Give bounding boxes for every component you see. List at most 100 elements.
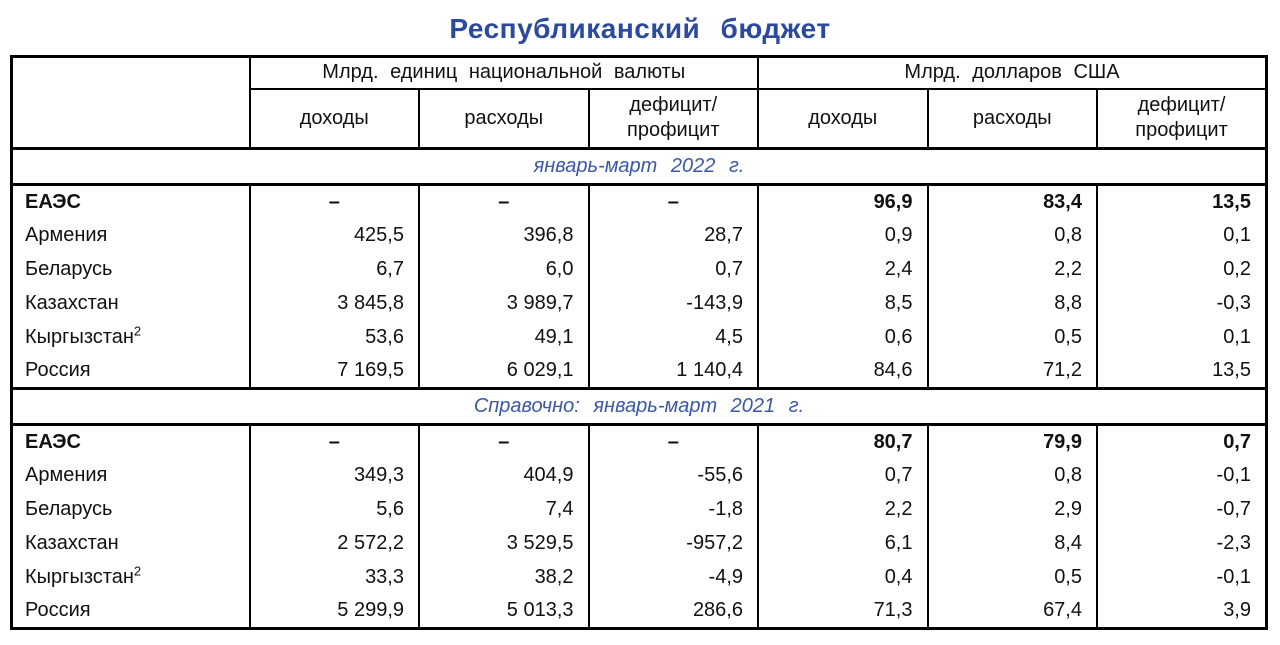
column-header-revenues-usd: доходы bbox=[757, 88, 929, 149]
value-cell: 71,2 bbox=[926, 354, 1098, 389]
value-cell: -0,1 bbox=[1096, 560, 1268, 595]
value-cell: 80,7 bbox=[757, 424, 929, 459]
group-header-national-currency: Млрд. единиц национальной валюты bbox=[248, 56, 759, 90]
value-cell: 28,7 bbox=[587, 218, 759, 253]
value-cell: -957,2 bbox=[587, 526, 759, 561]
value-cell: 2,9 bbox=[926, 492, 1098, 527]
value-cell: 4,5 bbox=[587, 320, 759, 355]
section-caption: январь-март 2022 г. bbox=[11, 147, 1267, 186]
value-cell: 33,3 bbox=[248, 560, 420, 595]
country-cell: Россия bbox=[10, 594, 251, 629]
value-cell: -55,6 bbox=[587, 458, 759, 493]
table-body: январь-март 2022 г. ЕАЭС – – –96,9 83,4 13,5 Ар… bbox=[10, 147, 1268, 629]
value-cell: -143,9 bbox=[587, 286, 759, 321]
country-cell: Кыргызстан2 bbox=[10, 320, 251, 355]
table-row: Армения 425,5 396,8 28,7 0,9 0,8 0,1 bbox=[10, 218, 1268, 253]
table-row: Армения 349,3 404,9 -55,6 0,7 0,8 -0,1 bbox=[10, 458, 1268, 493]
value-cell: 0,7 bbox=[587, 252, 759, 287]
table-row: ЕАЭС – – –80,7 79,9 0,7 bbox=[10, 424, 1268, 459]
country-cell: Россия bbox=[10, 354, 251, 389]
country-cell: Армения bbox=[10, 218, 251, 253]
value-cell: 13,5 bbox=[1096, 354, 1268, 389]
value-cell: 0,5 bbox=[926, 560, 1098, 595]
table-row: Россия 5 299,9 5 013,3 286,6 71,3 67,4 3,9 bbox=[10, 594, 1268, 629]
value-cell: 8,8 bbox=[926, 286, 1098, 321]
value-cell: 79,9 bbox=[926, 424, 1098, 459]
value-cell: 38,2 bbox=[418, 560, 590, 595]
value-cell: 5 299,9 bbox=[248, 594, 420, 629]
value-cell: 83,4 bbox=[926, 184, 1098, 219]
table-row: ЕАЭС – – –96,9 83,4 13,5 bbox=[10, 184, 1268, 219]
corner-cell bbox=[10, 56, 251, 149]
table-header: Млрд. единиц национальной валюты Млрд. д… bbox=[10, 56, 1268, 149]
value-cell: 8,4 bbox=[926, 526, 1098, 561]
value-cell: 396,8 bbox=[418, 218, 590, 253]
value-cell: -0,1 bbox=[1096, 458, 1268, 493]
country-cell: ЕАЭС bbox=[10, 424, 251, 459]
table-row: Россия 7 169,5 6 029,1 1 140,4 84,6 71,2 13,5 bbox=[10, 354, 1268, 389]
country-cell: ЕАЭС bbox=[10, 184, 251, 219]
value-cell: 6 029,1 bbox=[418, 354, 590, 389]
table-row: Казахстан 3 845,8 3 989,7 -143,9 8,5 8,8 -0,3 bbox=[10, 286, 1268, 321]
value-cell: -2,3 bbox=[1096, 526, 1268, 561]
value-cell: -1,8 bbox=[587, 492, 759, 527]
value-cell: 404,9 bbox=[418, 458, 590, 493]
value-cell: 6,1 bbox=[757, 526, 929, 561]
value-cell: 0,7 bbox=[757, 458, 929, 493]
value-cell: 96,9 bbox=[757, 184, 929, 219]
value-cell: 0,1 bbox=[1096, 320, 1268, 355]
value-cell: 8,5 bbox=[757, 286, 929, 321]
value-cell: 5,6 bbox=[248, 492, 420, 527]
value-cell: 84,6 bbox=[757, 354, 929, 389]
value-cell: – bbox=[418, 424, 590, 459]
value-cell: 425,5 bbox=[248, 218, 420, 253]
value-cell: 7,4 bbox=[418, 492, 590, 527]
country-cell: Кыргызстан2 bbox=[10, 560, 251, 595]
value-cell: 1 140,4 bbox=[587, 354, 759, 389]
country-cell: Беларусь bbox=[10, 252, 251, 287]
page-title: Республиканский бюджет bbox=[449, 13, 831, 44]
value-cell: 0,6 bbox=[757, 320, 929, 355]
value-cell: 3,9 bbox=[1096, 594, 1268, 629]
footnote-marker: 2 bbox=[133, 323, 142, 339]
value-cell: 349,3 bbox=[248, 458, 420, 493]
value-cell: 0,5 bbox=[926, 320, 1098, 355]
column-header-deficit-national: дефицит/ профицит bbox=[587, 88, 759, 149]
value-cell: 53,6 bbox=[248, 320, 420, 355]
value-cell: 7 169,5 bbox=[248, 354, 420, 389]
value-cell: – bbox=[587, 184, 759, 219]
value-cell: 2,2 bbox=[757, 492, 929, 527]
value-cell: 13,5 bbox=[1096, 184, 1268, 219]
section-caption-row: Справочно: январь-март 2021 г. bbox=[11, 387, 1267, 426]
table-row: Беларусь 5,6 7,4 -1,8 2,2 2,9 -0,7 bbox=[10, 492, 1268, 527]
value-cell: 3 845,8 bbox=[248, 286, 420, 321]
column-header-revenues-national: доходы bbox=[248, 88, 420, 149]
value-cell: 49,1 bbox=[418, 320, 590, 355]
value-cell: 2,4 bbox=[757, 252, 929, 287]
value-cell: – bbox=[587, 424, 759, 459]
value-cell: 6,0 bbox=[418, 252, 590, 287]
country-cell: Казахстан bbox=[10, 526, 251, 561]
value-cell: 6,7 bbox=[248, 252, 420, 287]
country-cell: Армения bbox=[10, 458, 251, 493]
group-header-usd: Млрд. долларов США bbox=[757, 56, 1268, 90]
column-header-expenditures-national: расходы bbox=[418, 88, 590, 149]
value-cell: – bbox=[248, 424, 420, 459]
value-cell: 0,1 bbox=[1096, 218, 1268, 253]
table-row: Казахстан 2 572,2 3 529,5 -957,2 6,1 8,4 -2,3 bbox=[10, 526, 1268, 561]
budget-table: Млрд. единиц национальной валюты Млрд. д… bbox=[10, 55, 1268, 630]
value-cell: 71,3 bbox=[757, 594, 929, 629]
value-cell: – bbox=[248, 184, 420, 219]
value-cell: 3 989,7 bbox=[418, 286, 590, 321]
column-header-deficit-usd: дефицит/ профицит bbox=[1096, 88, 1268, 149]
country-cell: Казахстан bbox=[10, 286, 251, 321]
value-cell: 0,2 bbox=[1096, 252, 1268, 287]
section-caption: Справочно: январь-март 2021 г. bbox=[11, 387, 1267, 426]
value-cell: 0,4 bbox=[757, 560, 929, 595]
value-cell: 0,8 bbox=[926, 458, 1098, 493]
value-cell: 286,6 bbox=[587, 594, 759, 629]
value-cell: -0,3 bbox=[1096, 286, 1268, 321]
section-caption-row: январь-март 2022 г. bbox=[11, 147, 1267, 186]
value-cell: -4,9 bbox=[587, 560, 759, 595]
value-cell: 0,8 bbox=[926, 218, 1098, 253]
